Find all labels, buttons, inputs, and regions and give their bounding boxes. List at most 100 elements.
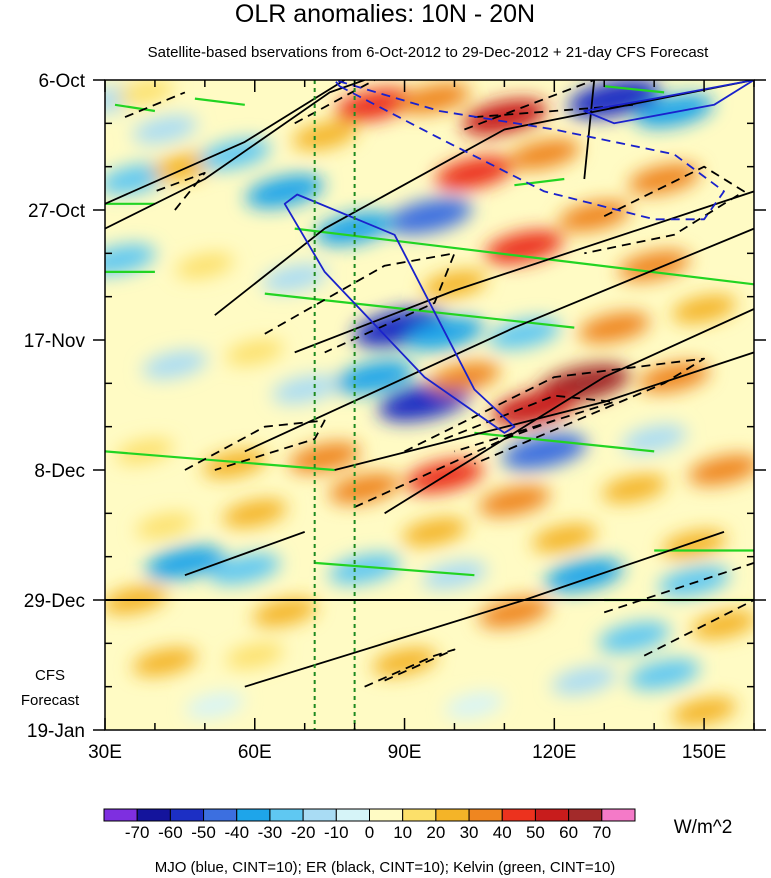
x-tick-label: 60E xyxy=(238,742,272,763)
colorbar-swatch xyxy=(169,808,205,822)
er-contour-negative xyxy=(264,252,456,354)
anomaly-blob xyxy=(402,517,467,546)
colorbar-swatch xyxy=(568,808,603,822)
anomaly-blob xyxy=(142,350,208,379)
anomaly-blob xyxy=(598,621,670,653)
anomaly-blob xyxy=(272,375,338,404)
anomaly-blob xyxy=(132,115,198,144)
mjo-contour-positive xyxy=(283,193,516,434)
anomaly-blob xyxy=(491,390,578,427)
x-tick-label: 30E xyxy=(88,742,122,763)
anomaly-blob xyxy=(208,553,281,585)
colorbar-swatch xyxy=(203,808,238,822)
colorbar-tick-label: -60 xyxy=(158,823,183,842)
er-contour-negative xyxy=(124,91,186,118)
anomaly-blob xyxy=(115,80,174,105)
er-contour-positive xyxy=(384,308,754,515)
anomaly-blob xyxy=(262,264,328,293)
forecast-label-line1: CFS xyxy=(35,667,65,684)
anomaly-blob xyxy=(488,318,561,350)
anomaly-blob xyxy=(634,94,714,128)
y-tick-label: 19-Jan xyxy=(27,721,85,742)
anomaly-blob xyxy=(315,211,394,246)
kelvin-contour xyxy=(314,561,475,577)
anomaly-blob xyxy=(508,138,581,170)
kelvin-contour xyxy=(604,85,665,94)
er-contour-negative xyxy=(603,562,754,614)
colorbar-tick-label: -10 xyxy=(324,823,349,842)
anomaly-blob xyxy=(478,485,551,517)
anomaly-blob xyxy=(328,553,401,585)
colorbar-swatch xyxy=(501,808,536,822)
colorbar-swatch xyxy=(601,808,636,822)
colorbar-swatch xyxy=(369,808,404,822)
anomaly-blob xyxy=(185,692,244,718)
y-tick-label: 8-Dec xyxy=(34,461,85,482)
anomaly-blob xyxy=(398,83,471,114)
wave-contours xyxy=(105,80,754,688)
y-tick-label: 17-Nov xyxy=(24,331,86,352)
anomaly-blob xyxy=(132,647,198,676)
chart-title: OLR anomalies: 10N - 20N xyxy=(235,0,535,28)
anomaly-blob xyxy=(601,474,667,503)
colorbar-swatch xyxy=(236,808,271,822)
plot-frame xyxy=(104,79,755,731)
anomaly-blob xyxy=(372,647,437,676)
colorbar-tick-label: 40 xyxy=(493,823,512,842)
kelvin-contour xyxy=(294,227,754,286)
anomaly-blob xyxy=(435,156,514,190)
anomaly-blob xyxy=(252,598,318,627)
er-contour-positive xyxy=(105,80,365,230)
er-contour-negative xyxy=(184,419,326,471)
colorbar-tick-label: 50 xyxy=(526,823,545,842)
kelvin-contour xyxy=(264,292,575,329)
colorbar-tick-label: -70 xyxy=(125,823,150,842)
er-contour-negative xyxy=(444,394,616,453)
forecast-label-line2: Forecast xyxy=(21,692,80,709)
x-tick-label: 150E xyxy=(682,742,726,763)
anomaly-blob xyxy=(245,174,324,209)
mjo-contour-negative xyxy=(333,80,725,221)
er-contour-negative xyxy=(154,172,206,211)
colorbar-swatch xyxy=(269,808,304,822)
colorbar-swatch xyxy=(534,808,570,822)
colorbar-tick-label: 0 xyxy=(365,823,374,842)
anomaly-blob xyxy=(292,121,358,150)
anomaly-blob xyxy=(225,339,284,365)
anomaly-blob xyxy=(688,454,754,486)
colorbar-swatch xyxy=(402,808,437,822)
colorbar-tick-label: 10 xyxy=(393,823,412,842)
anomaly-blob xyxy=(428,361,501,393)
anomaly-blob xyxy=(115,438,174,464)
er-contour-positive xyxy=(294,190,754,354)
anomaly-blob xyxy=(105,244,156,275)
er-contour-positive xyxy=(583,80,596,180)
er-contour-negative xyxy=(643,599,754,657)
colorbar-tick-label: -30 xyxy=(258,823,283,842)
colorbar-swatch xyxy=(103,808,138,822)
kelvin-contour xyxy=(114,103,156,113)
kelvin-contour xyxy=(514,177,565,187)
axes: 30E 60E 90E 120E 150E 6-Oct 27-Oct 17-Nov 8-Dec 2… xyxy=(24,71,766,763)
colorbar-tick-label: 30 xyxy=(460,823,479,842)
anomaly-blob xyxy=(328,473,401,504)
er-contour-positive xyxy=(334,351,754,471)
anomaly-blob xyxy=(222,499,288,528)
anomaly-blob xyxy=(578,312,651,343)
colorbar-units: W/m^2 xyxy=(674,817,733,838)
er-contour-negative xyxy=(364,648,456,688)
colorbar: -70 -60 -50 -40 -30 -20 -10 0 10 20 30 40 50 60 70 xyxy=(103,808,636,842)
y-tick-label: 29-Dec xyxy=(24,591,85,612)
plot-area xyxy=(104,79,755,731)
er-contour-negative xyxy=(354,419,555,508)
colorbar-swatch xyxy=(335,808,370,822)
anomaly-blob xyxy=(135,513,194,539)
colorbar-tick-label: -20 xyxy=(291,823,316,842)
y-tick-label: 6-Oct xyxy=(39,71,86,92)
anomaly-blob xyxy=(175,253,234,279)
anomaly-blob xyxy=(422,561,487,590)
anomaly-blob xyxy=(628,658,700,690)
anomaly-blob xyxy=(422,270,487,299)
colorbar-tick-label: -50 xyxy=(191,823,216,842)
colorbar-tick-label: 70 xyxy=(592,823,611,842)
